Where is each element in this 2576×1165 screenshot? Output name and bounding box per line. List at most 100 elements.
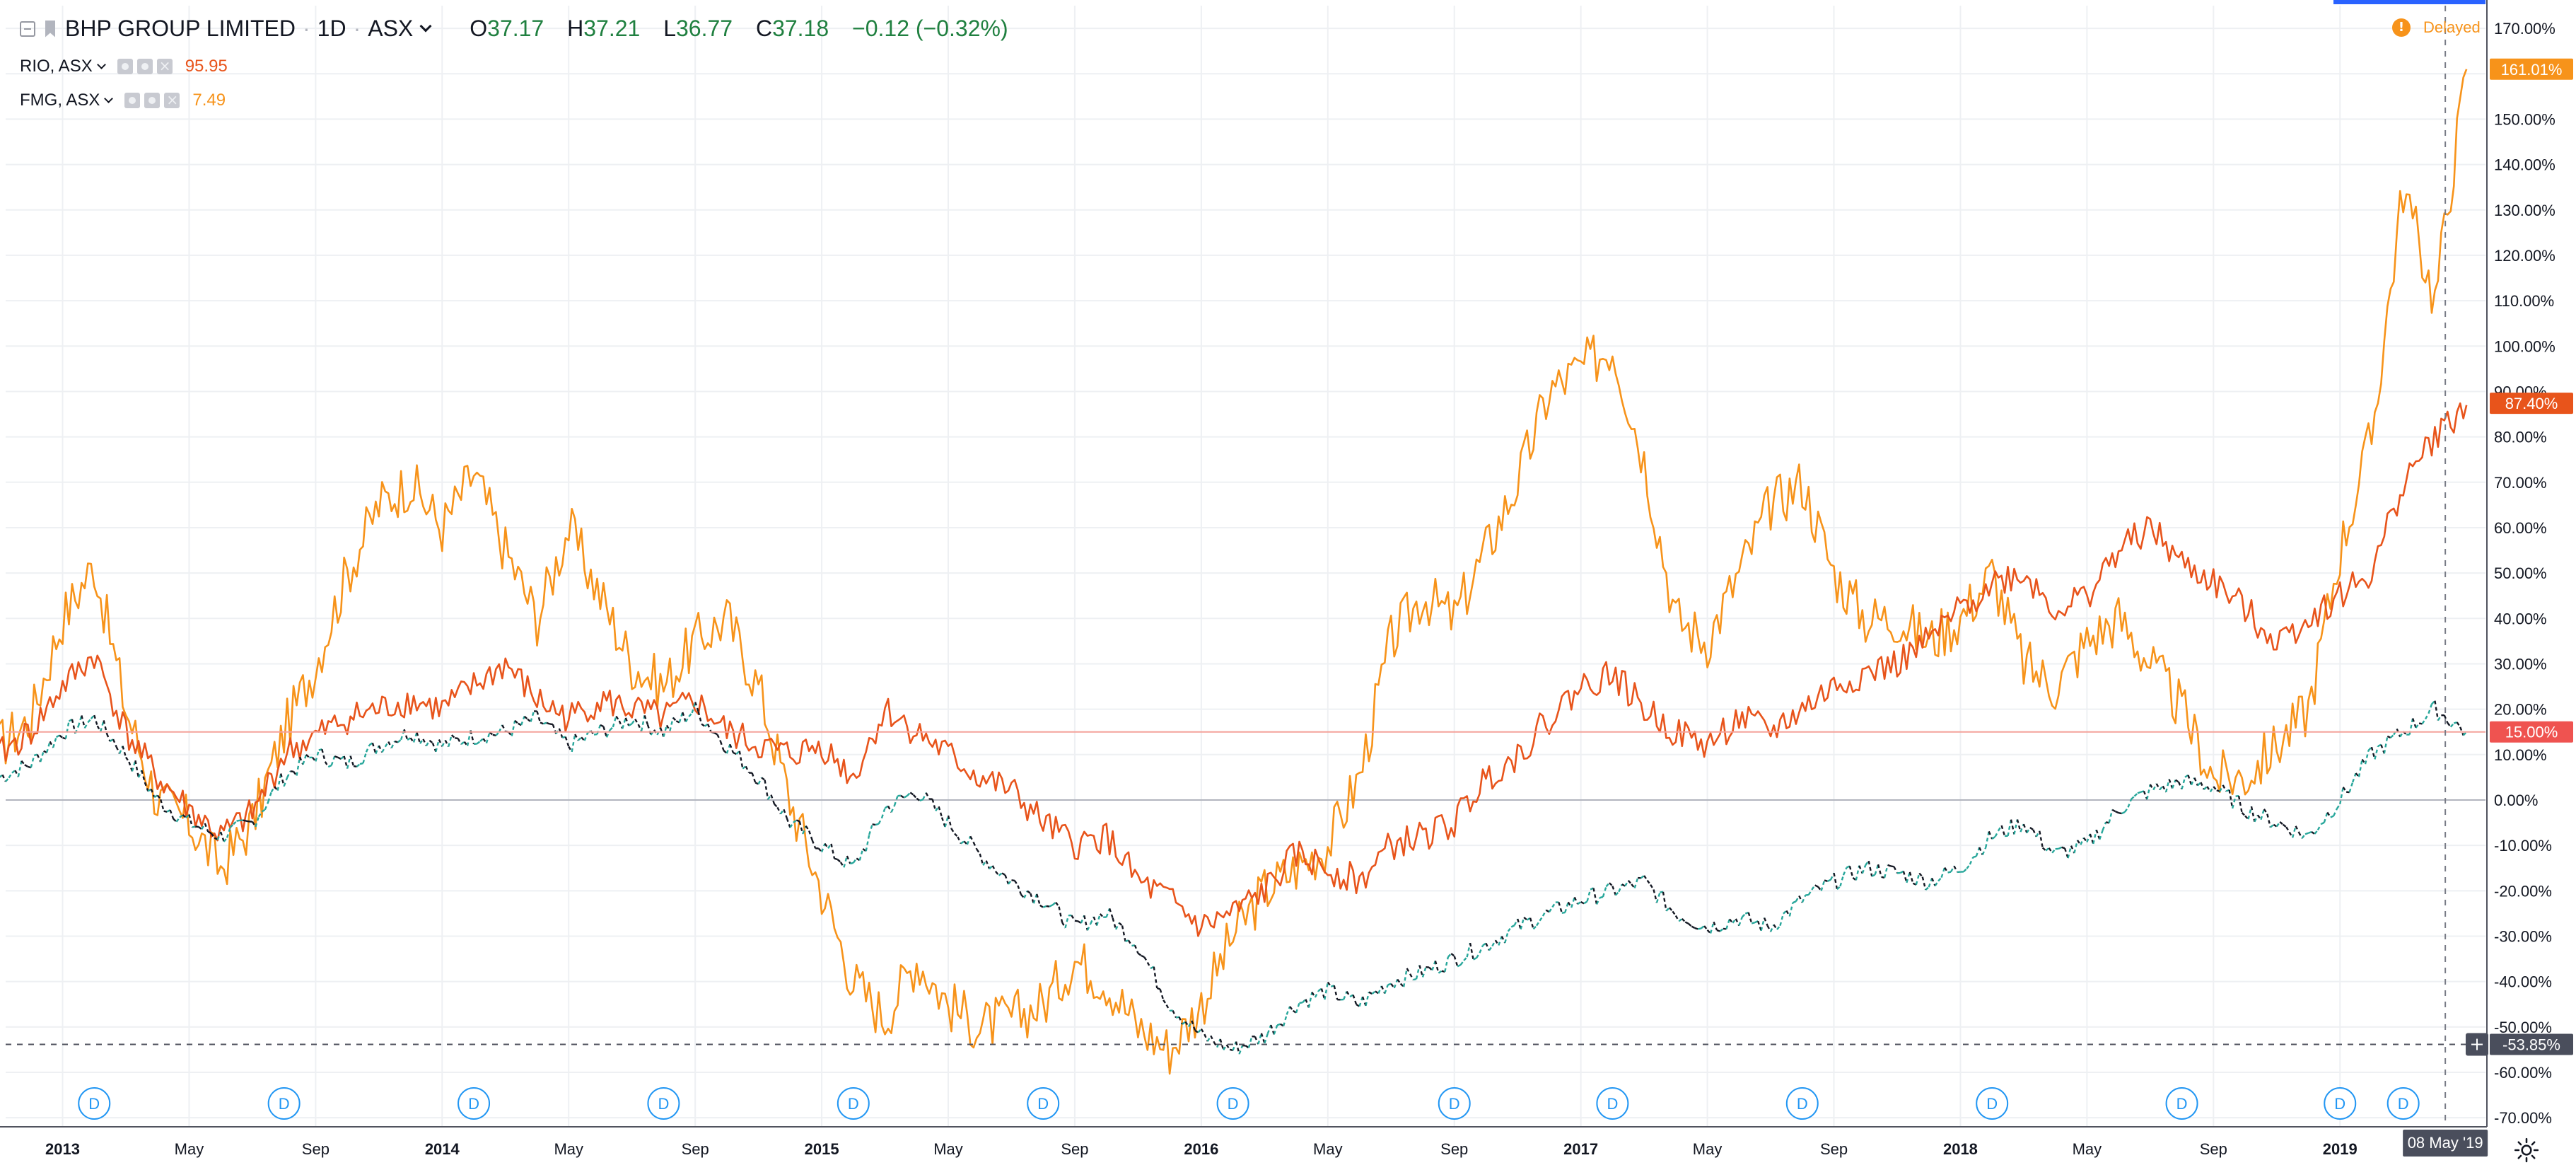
bhp-candle <box>1118 922 1123 927</box>
bhp-candle <box>543 721 547 725</box>
bhp-candle <box>2190 777 2196 786</box>
bhp-candle <box>169 809 175 819</box>
bhp-candle <box>665 724 671 731</box>
bhp-candle <box>2415 722 2420 729</box>
bhp-candle <box>1289 1006 1294 1012</box>
bhp-candle <box>878 817 883 825</box>
bhp-candle <box>1146 961 1152 969</box>
bhp-candle <box>1200 1028 1206 1035</box>
x-tick-label: 2019 <box>2323 1140 2358 1158</box>
fmg-price-label-bg <box>2490 58 2573 80</box>
bhp-candle <box>1867 860 1873 877</box>
bhp-candle <box>1219 1038 1225 1050</box>
bhp-candle <box>2308 830 2312 834</box>
bhp-candle <box>583 732 589 741</box>
bhp-candle <box>957 836 962 845</box>
bhp-candle <box>912 794 918 799</box>
bhp-candle <box>403 729 409 741</box>
dividend-marker <box>2165 1087 2198 1120</box>
chevron-down-icon[interactable] <box>104 94 114 103</box>
x-tick-label: 2013 <box>45 1140 80 1158</box>
bhp-candle <box>1839 874 1845 887</box>
interval-label[interactable]: 1D <box>317 16 346 41</box>
gear-icon[interactable] <box>144 93 161 108</box>
bhp-candle <box>1055 902 1060 908</box>
bhp-candle <box>1260 1033 1266 1044</box>
bhp-candle <box>387 741 392 748</box>
bhp-candle <box>656 727 662 736</box>
bhp-candle <box>723 750 728 755</box>
series-layer <box>0 6 2485 1127</box>
bhp-candle <box>960 840 965 845</box>
bhp-candle <box>1001 872 1006 876</box>
close-icon[interactable] <box>156 59 173 74</box>
bhp-candle <box>890 805 896 813</box>
bhp-candle <box>356 763 361 767</box>
dividend-marker <box>267 1087 301 1120</box>
collapse-icon[interactable] <box>20 21 35 37</box>
bhp-candle <box>2165 779 2170 793</box>
eye-icon[interactable] <box>117 59 133 74</box>
bhp-candle <box>1788 903 1794 917</box>
bhp-candle <box>1307 992 1313 1008</box>
bhp-candle <box>1820 880 1826 891</box>
bhp-candle <box>2361 758 2367 765</box>
chevron-down-icon[interactable] <box>96 60 106 69</box>
bhp-candle <box>966 835 972 845</box>
bhp-candle <box>2370 746 2376 760</box>
bhp-candle <box>729 743 734 753</box>
bhp-candle <box>337 756 342 760</box>
bhp-candle <box>770 794 776 805</box>
bhp-candle <box>1925 886 1930 891</box>
flag-icon[interactable] <box>45 20 55 37</box>
bhp-candle <box>774 803 779 808</box>
fmg-price-label: 161.01% <box>2501 61 2563 79</box>
bhp-candle <box>985 860 991 869</box>
bhp-candle <box>343 755 349 769</box>
bhp-candle <box>1660 891 1664 893</box>
y-tick-label: 120.00% <box>2494 247 2555 265</box>
close-icon[interactable] <box>164 93 180 108</box>
bhp-candle <box>600 724 604 728</box>
bhp-candle <box>2073 840 2079 854</box>
delayed-indicator[interactable]: ! Delayed <box>2392 18 2481 37</box>
bhp-candle <box>223 837 228 842</box>
bhp-candle <box>1592 888 1598 905</box>
chevron-down-icon[interactable] <box>419 20 432 32</box>
bhp-candle <box>2115 811 2119 814</box>
compare-symbol[interactable]: FMG, ASX <box>20 91 100 110</box>
eye-icon[interactable] <box>124 93 141 108</box>
bhp-candle <box>296 757 301 776</box>
bhp-candle <box>1023 891 1028 899</box>
bhp-candle <box>2304 832 2309 835</box>
bhp-candle <box>1127 939 1133 946</box>
bhp-candle <box>757 777 763 784</box>
open-value: 37.17 <box>487 16 544 41</box>
gear-icon[interactable] <box>136 59 153 74</box>
dividend-marker-label: D <box>1986 1095 1998 1113</box>
bhp-candle <box>2355 772 2360 778</box>
close-label: C <box>755 16 773 41</box>
bhp-candle <box>622 717 626 729</box>
bhp-candle <box>719 741 725 751</box>
bhp-candle <box>1719 927 1724 932</box>
bhp-candle <box>602 726 608 738</box>
bhp-candle <box>1450 953 1455 957</box>
bhp-candle <box>1092 916 1098 926</box>
exchange-label[interactable]: ASX <box>368 16 414 41</box>
bhp-candle <box>954 833 959 837</box>
bhp-candle <box>489 731 494 736</box>
bhp-candle <box>412 732 418 743</box>
compare-symbol[interactable]: RIO, ASX <box>20 57 93 76</box>
bhp-candle <box>1011 879 1015 882</box>
bhp-candle <box>8 772 13 779</box>
bhp-candle <box>1302 998 1307 1004</box>
main-symbol-name[interactable]: BHP GROUP LIMITED <box>65 16 296 41</box>
bhp-candle <box>1162 999 1167 1006</box>
settings-gear-icon[interactable] <box>2513 1137 2540 1164</box>
bhp-candle <box>1798 895 1803 903</box>
bhp-candle <box>1599 896 1604 899</box>
bhp-candle <box>2127 799 2133 808</box>
